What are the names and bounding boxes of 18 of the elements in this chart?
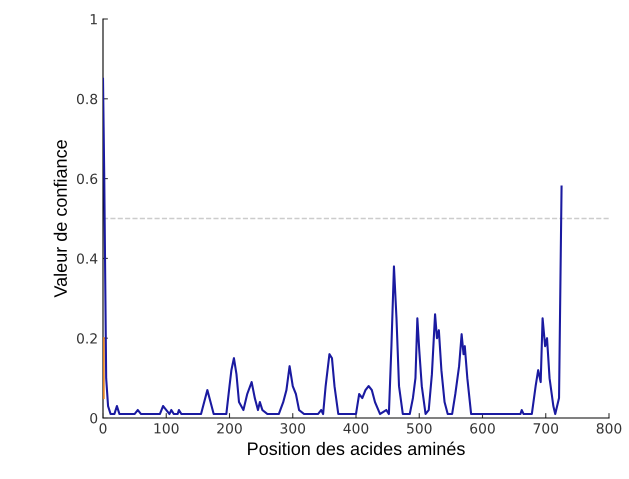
line-series (103, 78, 563, 416)
x-tick-label: 0 (99, 423, 106, 434)
x-tick-label: 100 (154, 423, 179, 434)
x-tick-label: 300 (280, 423, 306, 434)
x-axis-title: Position des acides aminés (248, 442, 465, 456)
y-axis-title: Valeur de confiance (54, 140, 67, 298)
x-tick-label: 800 (596, 423, 622, 434)
x-tick-label: 400 (343, 423, 368, 434)
y-tick-label: 1 (90, 14, 97, 24)
x-tick-label: 500 (407, 423, 432, 434)
y-tick-label: 0.8 (76, 94, 98, 104)
x-tick-label: 600 (470, 423, 495, 434)
x-tick-label: 700 (534, 423, 558, 434)
x-tick-label: 200 (217, 423, 242, 434)
y-tick-label: 0.4 (76, 253, 98, 264)
y-tick-label: 0.2 (76, 333, 97, 344)
y-tick-label: 0.6 (76, 174, 98, 184)
y-tick-label: 0 (90, 412, 98, 424)
